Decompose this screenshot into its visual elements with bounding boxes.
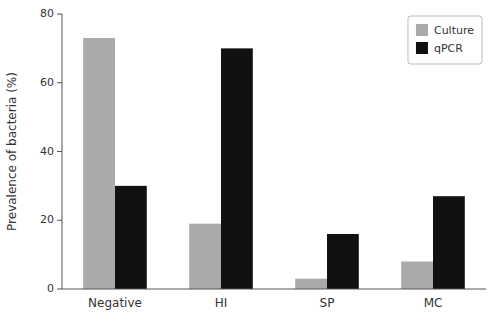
y-tick [57, 289, 62, 290]
x-tick-label: HI [215, 296, 228, 310]
y-tick-label: 80 [40, 7, 54, 20]
x-tick-label: MC [424, 296, 443, 310]
chart-svg: 0 20 40 60 80 Prevalence of bacteria (%) Negat… [0, 0, 500, 327]
bar [327, 234, 359, 289]
y-axis: 0 20 40 60 80 [40, 7, 62, 295]
legend-label: Culture [434, 24, 474, 37]
bar [401, 262, 433, 290]
y-axis-label: Prevalence of bacteria (%) [5, 72, 19, 231]
bars [83, 38, 465, 289]
bar [295, 279, 327, 289]
bar [83, 38, 115, 289]
y-tick-label: 40 [40, 145, 54, 158]
chart-container: 0 20 40 60 80 Prevalence of bacteria (%) Negat… [0, 0, 500, 327]
y-tick [57, 151, 62, 152]
bar [433, 196, 465, 289]
x-tick-label: Negative [88, 296, 142, 310]
legend-label: qPCR [434, 42, 463, 55]
y-tick [57, 14, 62, 15]
x-axis-line [62, 289, 486, 290]
x-axis: Negative HI SP MC [62, 289, 486, 310]
legend-swatch [416, 42, 428, 54]
y-tick-label: 0 [47, 282, 54, 295]
legend-swatch [416, 24, 428, 36]
bar [221, 48, 253, 289]
y-tick [57, 82, 62, 83]
y-tick-label: 60 [40, 76, 54, 89]
bar [189, 224, 221, 289]
bar [115, 186, 147, 289]
x-tick-label: SP [320, 296, 335, 310]
y-tick-label: 20 [40, 213, 54, 226]
legend: Culture qPCR [408, 16, 482, 64]
y-tick [57, 220, 62, 221]
legend-frame [408, 16, 482, 64]
